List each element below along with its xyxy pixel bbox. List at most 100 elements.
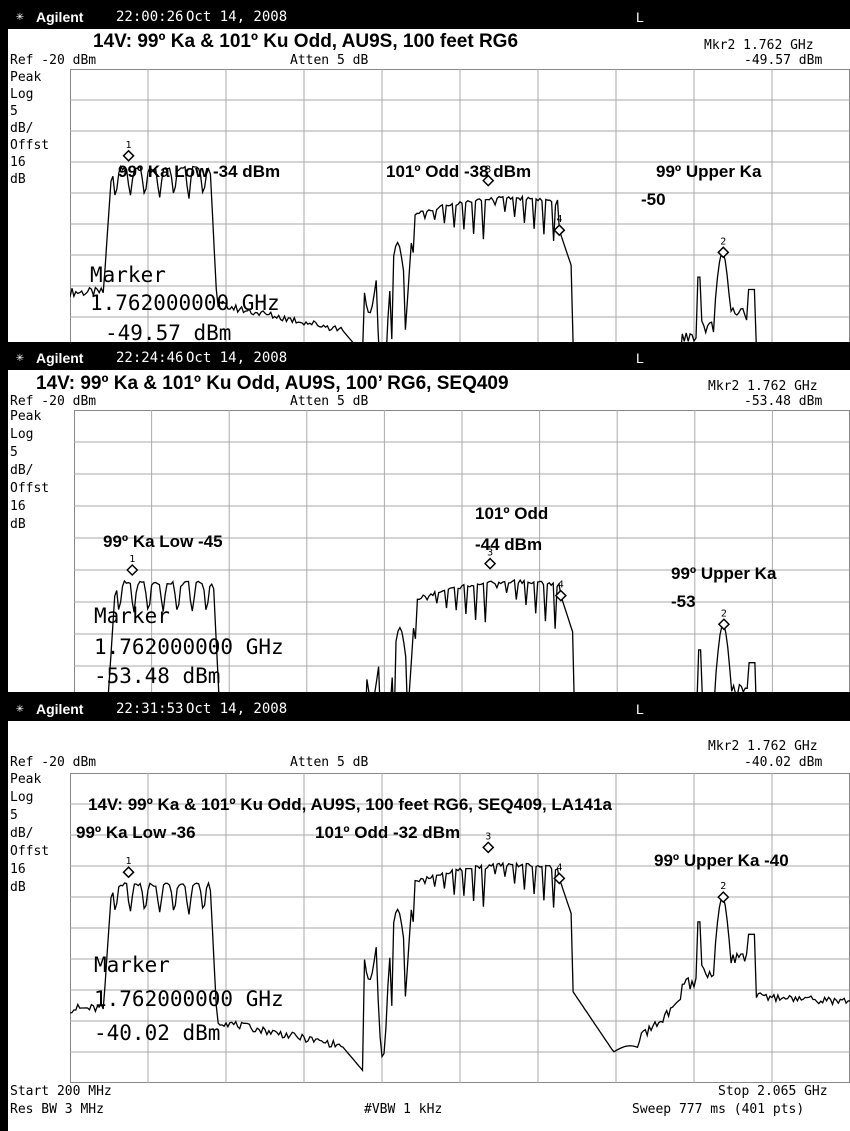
spectrum-trace — [70, 861, 850, 1073]
brand: Agilent — [36, 9, 84, 25]
marker-label: 2 — [721, 608, 727, 619]
marker-label: 3 — [485, 165, 491, 176]
marker-readout: 1.762000000 GHz — [90, 291, 280, 315]
marker-level: -53.48 dBm — [744, 394, 823, 409]
annotation: 101º Odd -32 dBm — [315, 823, 461, 842]
mode-indicator: L — [636, 9, 644, 25]
annotation: 99º Upper Ka — [656, 162, 762, 181]
screen-2: ✳ Agilent 22:24:46 Oct 14, 2008 L 14V: 9… — [8, 346, 850, 692]
marker-label: 4 — [556, 862, 562, 873]
left-label: Log — [10, 790, 34, 805]
spectrum-plot-3: 1 3 4 2 — [70, 773, 850, 1083]
annotation: 99º Ka Low -34 dBm — [118, 162, 281, 181]
left-label: Peak — [10, 772, 42, 787]
mode-indicator: L — [636, 701, 644, 717]
marker-label: 3 — [487, 548, 493, 559]
spectrum-trace — [107, 578, 757, 692]
marker-readout: -53.48 dBm — [94, 664, 221, 688]
marker-label: 4 — [558, 580, 564, 591]
time: 22:31:53 — [116, 701, 184, 717]
marker-diamond — [484, 557, 497, 570]
left-label: dB/ — [10, 826, 34, 841]
status-bar: ✳ Agilent 22:24:46 Oct 14, 2008 L — [8, 346, 850, 370]
annotation: 99º Ka Low -36 — [76, 823, 196, 842]
marker-readout: Marker — [94, 953, 170, 977]
marker-label: 4 — [556, 214, 562, 225]
left-label: Offst — [10, 138, 50, 153]
ref-level: Ref -20 dBm — [10, 394, 97, 409]
left-label: Peak — [10, 70, 42, 85]
screen-1: ✳ Agilent 22:00:26 Oct 14, 2008 L 14V: 9… — [8, 5, 850, 342]
brand: Agilent — [36, 350, 84, 366]
marker-diamond — [482, 174, 495, 187]
marker-label: 1 — [126, 140, 132, 151]
plot-title: 14V: 99º Ka & 101º Ku Odd, AU9S, 100 fee… — [88, 795, 612, 814]
marker-diamond — [717, 618, 730, 631]
annotation: -44 dBm — [475, 535, 543, 554]
marker-diamond — [126, 563, 139, 577]
marker-diamond — [717, 891, 730, 904]
annotation: 99º Upper Ka -40 — [654, 851, 789, 870]
annotation: 101º Odd -38 dBm — [386, 162, 532, 181]
screen-3: ✳ Agilent 22:31:53 Oct 14, 2008 L Mkr2 1… — [8, 697, 850, 1131]
left-label: dB/ — [10, 121, 34, 136]
marker-frequency: Mkr2 1.762 GHz — [708, 379, 818, 394]
left-label: Log — [10, 427, 34, 442]
marker-label: 1 — [126, 856, 132, 867]
spectrum-trace — [70, 164, 757, 342]
sweep-time: Sweep 777 ms (401 pts) — [632, 1102, 805, 1117]
left-label: 5 — [10, 104, 18, 119]
marker-readout: -40.02 dBm — [94, 1021, 221, 1045]
mode-indicator: L — [636, 350, 644, 366]
marker-readout: 1.762000000 GHz — [94, 987, 284, 1011]
attenuation: Atten 5 dB — [290, 53, 369, 68]
marker-readout: Marker — [90, 263, 166, 287]
marker-diamond — [553, 224, 566, 237]
agilent-logo-icon: ✳ — [16, 701, 24, 716]
marker-diamond — [482, 841, 495, 854]
marker-diamond — [122, 149, 135, 162]
ref-level: Ref -20 dBm — [10, 53, 97, 68]
left-edge — [0, 0, 8, 1131]
annotation: -50 — [641, 190, 666, 209]
left-label: Offst — [10, 481, 50, 496]
video-bandwidth: #VBW 1 kHz — [364, 1102, 443, 1117]
marker-frequency: Mkr2 1.762 GHz — [704, 38, 814, 53]
annotation: -53 — [671, 592, 696, 611]
brand: Agilent — [36, 701, 84, 717]
marker-level: -40.02 dBm — [744, 755, 823, 770]
annotation: 99º Ka Low -45 — [103, 532, 223, 551]
left-label: 5 — [10, 808, 18, 823]
left-label: dB/ — [10, 463, 34, 478]
time: 22:24:46 — [116, 350, 184, 366]
spectrum-plot-1: 1 3 4 2 — [70, 69, 850, 342]
left-label: dB — [10, 880, 26, 895]
marker-label: 2 — [720, 881, 726, 892]
stop-frequency: Stop 2.065 GHz — [718, 1084, 828, 1099]
plot-title: 14V: 99º Ka & 101º Ku Odd, AU9S, 100’ RG… — [36, 373, 509, 394]
left-label: 16 — [10, 155, 26, 170]
date: Oct 14, 2008 — [186, 9, 288, 25]
status-bar: ✳ Agilent 22:00:26 Oct 14, 2008 L — [8, 5, 850, 29]
start-frequency: Start 200 MHz — [10, 1084, 112, 1099]
marker-diamond — [553, 872, 566, 885]
left-label: 16 — [10, 862, 26, 877]
date: Oct 14, 2008 — [186, 350, 288, 366]
left-label: dB — [10, 517, 26, 532]
marker-frequency: Mkr2 1.762 GHz — [708, 739, 818, 754]
marker-level: -49.57 dBm — [744, 53, 823, 68]
date: Oct 14, 2008 — [186, 701, 288, 717]
left-label: 16 — [10, 499, 26, 514]
marker-label: 3 — [485, 831, 491, 842]
agilent-logo-icon: ✳ — [16, 350, 24, 365]
annotation: 99º Upper Ka — [671, 564, 777, 583]
left-label: dB — [10, 172, 26, 187]
marker-readout: -49.57 dBm — [105, 321, 232, 342]
marker-label: 2 — [720, 236, 726, 247]
attenuation: Atten 5 dB — [290, 394, 369, 409]
attenuation: Atten 5 dB — [290, 755, 369, 770]
marker-readout: 1.762000000 GHz — [94, 635, 284, 659]
time: 22:00:26 — [116, 9, 184, 25]
plot-title: 14V: 99º Ka & 101º Ku Odd, AU9S, 100 fee… — [93, 31, 519, 52]
annotation: 101º Odd — [475, 504, 549, 523]
